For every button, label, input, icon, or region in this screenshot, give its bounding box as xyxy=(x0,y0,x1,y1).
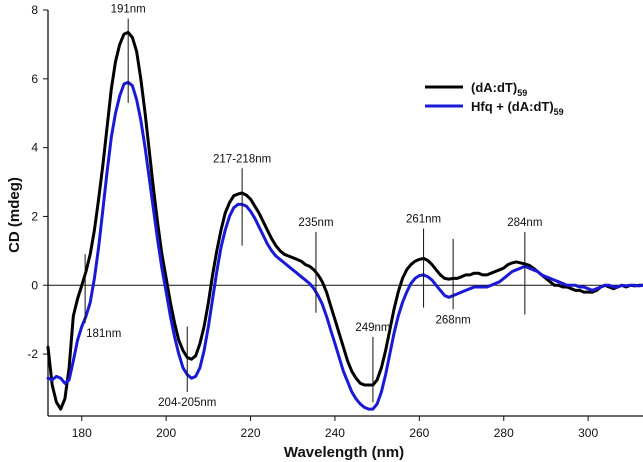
y-tick-label: 2 xyxy=(31,209,38,223)
series-line-2 xyxy=(46,80,643,411)
x-tick-label: 280 xyxy=(494,426,514,440)
x-tick-label: 240 xyxy=(325,426,345,440)
legend-label-2: Hfq + (dA:dT)59 xyxy=(471,99,564,117)
annotation-label: 181nm xyxy=(86,328,121,340)
annotation-label: 217-218nm xyxy=(213,153,271,165)
y-ticks: -2 0 2 4 6 8 xyxy=(27,3,48,361)
x-tick-label: 260 xyxy=(409,426,429,440)
annotation-label: 235nm xyxy=(298,217,333,229)
annotation-label: 261nm xyxy=(406,213,441,225)
x-tick-label: 180 xyxy=(72,426,92,440)
y-axis-title: CD (mdeg) xyxy=(6,177,23,253)
y-tick-label: -2 xyxy=(27,347,38,361)
y-tick-label: 0 xyxy=(31,278,38,292)
x-axis-title: Wavelength (nm) xyxy=(284,444,404,461)
x-tick-label: 200 xyxy=(156,426,176,440)
x-tick-label: 300 xyxy=(578,426,598,440)
y-tick-label: 8 xyxy=(31,3,38,17)
y-tick-label: 4 xyxy=(31,141,38,155)
series-group xyxy=(46,30,643,411)
series-line-1 xyxy=(46,30,643,411)
annotation-label: 204-205nm xyxy=(158,397,216,409)
annotation-label: 191nm xyxy=(111,4,146,16)
y-tick-label: 6 xyxy=(31,72,38,86)
annotations: 191nm 181nm 204-205nm 217-218nm 235nm 249nm 26… xyxy=(84,4,542,409)
annotation-label: 284nm xyxy=(507,217,542,229)
x-ticks: 180 200 220 240 260 280 300 xyxy=(72,416,598,440)
x-tick-label: 220 xyxy=(241,426,261,440)
annotation-label: 249nm xyxy=(355,322,390,334)
annotation-label: 268nm xyxy=(436,314,471,326)
legend-label-1: (dA:dT)59 xyxy=(471,80,527,98)
